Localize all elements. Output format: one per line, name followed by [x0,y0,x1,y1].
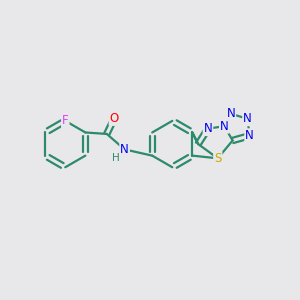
Text: O: O [110,112,119,125]
Text: N: N [245,129,254,142]
Text: S: S [214,152,221,165]
Text: N: N [120,143,129,156]
Text: N: N [204,122,212,135]
Text: N: N [220,120,229,133]
Text: F: F [62,114,69,128]
Text: N: N [243,112,252,125]
Text: N: N [226,107,235,120]
Text: H: H [112,153,120,163]
